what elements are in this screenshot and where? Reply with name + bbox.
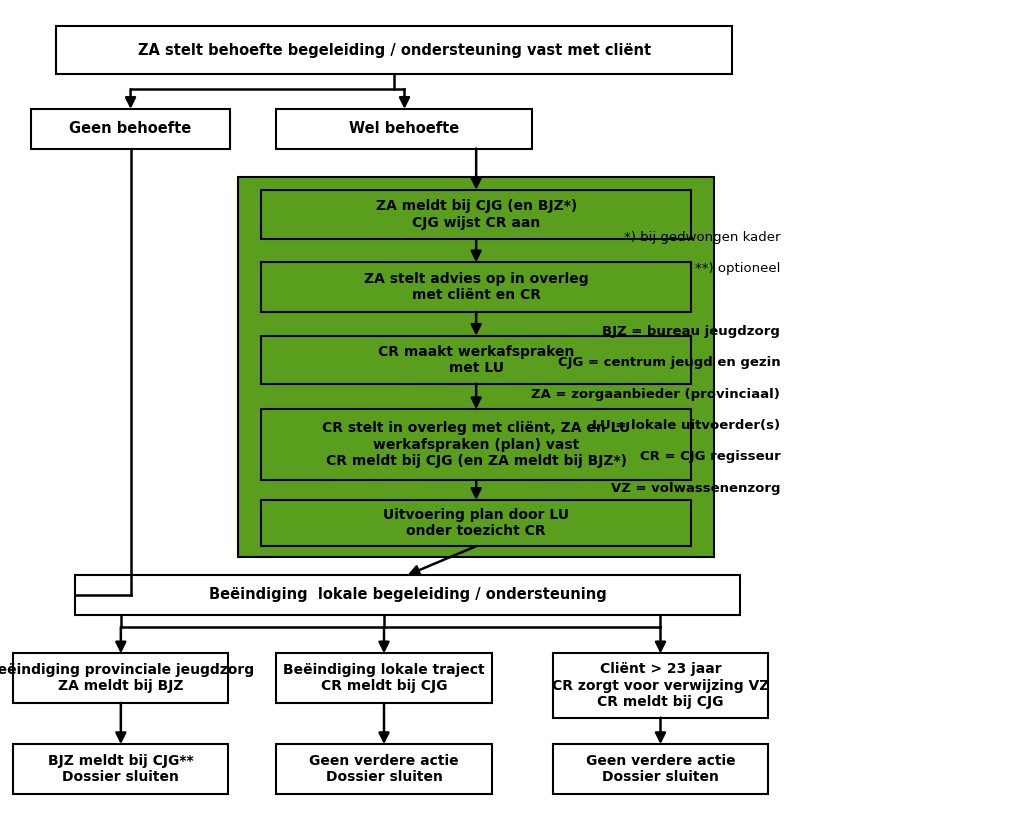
FancyBboxPatch shape: [238, 177, 714, 557]
FancyBboxPatch shape: [75, 575, 740, 615]
Text: Geen verdere actie
Dossier sluiten: Geen verdere actie Dossier sluiten: [309, 754, 459, 784]
FancyBboxPatch shape: [31, 109, 230, 148]
Text: BJZ meldt bij CJG**
Dossier sluiten: BJZ meldt bij CJG** Dossier sluiten: [48, 754, 194, 784]
Text: CR = CJG regisseur: CR = CJG regisseur: [640, 450, 780, 464]
Text: Geen behoefte: Geen behoefte: [70, 121, 191, 136]
FancyBboxPatch shape: [261, 500, 691, 546]
FancyBboxPatch shape: [261, 336, 691, 384]
Text: VZ = volwassenenzorg: VZ = volwassenenzorg: [610, 482, 780, 495]
FancyBboxPatch shape: [13, 653, 228, 703]
Text: ZA stelt advies op in overleg
met cliënt en CR: ZA stelt advies op in overleg met cliënt…: [364, 272, 589, 302]
FancyBboxPatch shape: [261, 409, 691, 480]
Text: *) bij gedwongen kader: *) bij gedwongen kader: [624, 231, 780, 244]
FancyBboxPatch shape: [13, 744, 228, 794]
Text: ZA stelt behoefte begeleiding / ondersteuning vast met cliënt: ZA stelt behoefte begeleiding / onderste…: [137, 43, 651, 58]
FancyBboxPatch shape: [553, 744, 768, 794]
Text: Geen verdere actie
Dossier sluiten: Geen verdere actie Dossier sluiten: [586, 754, 735, 784]
Text: Uitvoering plan door LU
onder toezicht CR: Uitvoering plan door LU onder toezicht C…: [383, 508, 569, 538]
Text: Beëindiging  lokale begeleiding / ondersteuning: Beëindiging lokale begeleiding / onderst…: [209, 587, 606, 602]
Text: CJG = centrum jeugd en gezin: CJG = centrum jeugd en gezin: [558, 356, 780, 370]
Text: Wel behoefte: Wel behoefte: [349, 121, 460, 136]
Text: **) optioneel: **) optioneel: [695, 262, 780, 276]
FancyBboxPatch shape: [56, 26, 732, 74]
FancyBboxPatch shape: [261, 190, 691, 239]
FancyBboxPatch shape: [276, 109, 532, 148]
Text: Beëindiging provinciale jeugdzorg
ZA meldt bij BJZ: Beëindiging provinciale jeugdzorg ZA mel…: [0, 663, 254, 693]
FancyBboxPatch shape: [553, 653, 768, 718]
Text: Cliënt > 23 jaar
CR zorgt voor verwijzing VZ
CR meldt bij CJG: Cliënt > 23 jaar CR zorgt voor verwijzin…: [552, 662, 769, 709]
Text: BJZ = bureau jeugdzorg: BJZ = bureau jeugdzorg: [602, 325, 780, 338]
Text: CR maakt werkafspraken
met LU: CR maakt werkafspraken met LU: [378, 345, 574, 375]
FancyBboxPatch shape: [261, 262, 691, 312]
Text: CR stelt in overleg met cliënt, ZA en LU
werkafspraken (plan) vast
CR meldt bij : CR stelt in overleg met cliënt, ZA en LU…: [322, 422, 631, 468]
Text: LU = lokale uitvoerder(s): LU = lokale uitvoerder(s): [592, 419, 780, 432]
FancyBboxPatch shape: [276, 744, 492, 794]
Text: Beëindiging lokale traject
CR meldt bij CJG: Beëindiging lokale traject CR meldt bij …: [284, 663, 484, 693]
Text: ZA = zorgaanbieder (provinciaal): ZA = zorgaanbieder (provinciaal): [531, 388, 780, 401]
FancyBboxPatch shape: [276, 653, 492, 703]
Text: ZA meldt bij CJG (en BJZ*)
CJG wijst CR aan: ZA meldt bij CJG (en BJZ*) CJG wijst CR …: [376, 200, 577, 229]
